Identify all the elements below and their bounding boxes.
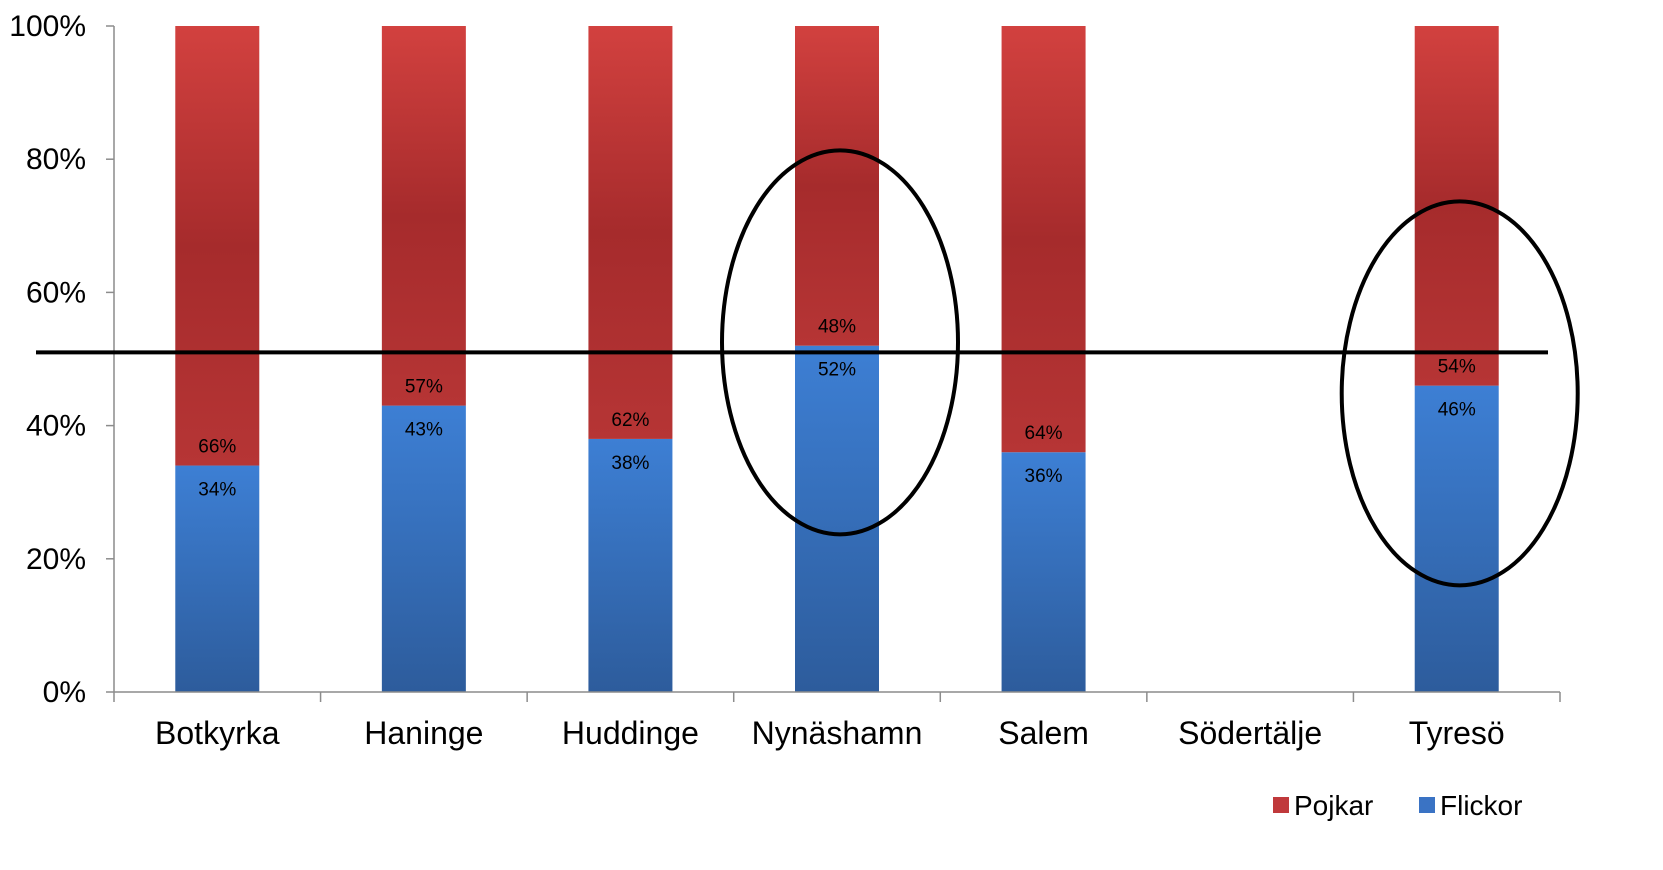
- bar-pojkar-3: [795, 26, 879, 346]
- x-tick-label: Salem: [998, 715, 1089, 751]
- legend-label: Flickor: [1440, 790, 1522, 821]
- highlight-ellipse: [1339, 199, 1580, 588]
- bar-pojkar-2: [588, 26, 673, 439]
- data-label: 48%: [818, 317, 856, 338]
- bar-flickor-1: [381, 405, 466, 692]
- x-tick-label: Södertälje: [1178, 715, 1322, 751]
- bar-flickor-4: [1001, 452, 1086, 692]
- y-tick-label: 60%: [26, 276, 86, 309]
- y-tick-label: 20%: [26, 543, 86, 576]
- x-tick-label: Huddinge: [562, 715, 699, 751]
- axes: Botkyrka Haninge Huddinge Nynäshamn Salem Söd…: [9, 10, 1561, 751]
- bar-flickor-3: [795, 345, 879, 692]
- legend: Pojkar Flickor: [1273, 790, 1522, 821]
- bar-pojkar-4: [1001, 26, 1086, 453]
- data-label: 57%: [405, 377, 443, 398]
- annotations: [36, 148, 1580, 588]
- bar-flickor-6: [1414, 385, 1499, 692]
- legend-swatch-flickor: [1419, 797, 1435, 813]
- data-label: 64%: [1025, 423, 1063, 444]
- y-tick-label: 100%: [9, 10, 86, 43]
- x-tick-label: Botkyrka: [155, 715, 280, 751]
- data-label: 36%: [1025, 466, 1063, 487]
- highlight-ellipse: [720, 148, 960, 537]
- data-label: 66%: [198, 437, 236, 458]
- legend-swatch-pojkar: [1273, 797, 1289, 813]
- data-label: 54%: [1438, 357, 1476, 378]
- x-tick-label: Haninge: [364, 715, 483, 751]
- bar-flickor-0: [175, 465, 260, 692]
- data-label: 34%: [198, 480, 236, 501]
- data-label: 46%: [1438, 400, 1476, 421]
- bar-pojkar-1: [381, 26, 466, 406]
- y-tick-label: 0%: [43, 676, 86, 709]
- x-tick-label: Tyresö: [1409, 715, 1505, 751]
- bar-flickor-2: [588, 438, 673, 692]
- bar-pojkar-0: [175, 26, 260, 466]
- data-label: 43%: [405, 420, 443, 441]
- data-label: 38%: [611, 453, 649, 474]
- legend-label: Pojkar: [1294, 790, 1373, 821]
- y-tick-label: 40%: [26, 410, 86, 443]
- y-tick-label: 80%: [26, 143, 86, 176]
- data-label: 52%: [818, 360, 856, 381]
- data-label: 62%: [611, 410, 649, 431]
- x-tick-label: Nynäshamn: [752, 715, 923, 751]
- bars-layer: 34% 66% 43% 57% 38% 62% 52% 48% 36% 64% 46% 54%: [175, 26, 1499, 692]
